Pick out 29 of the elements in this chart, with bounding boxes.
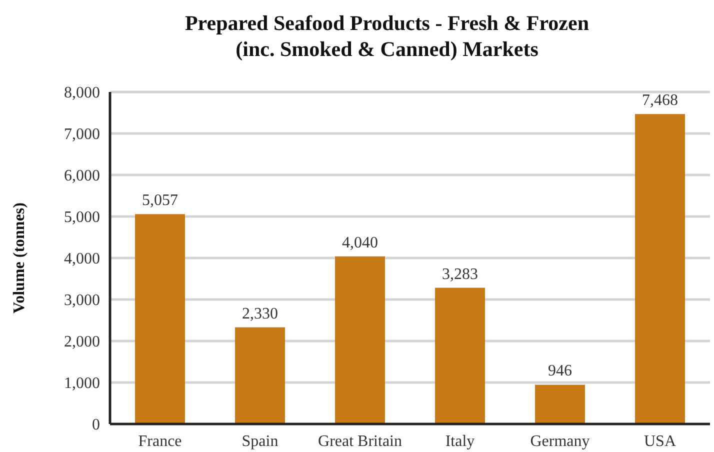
bar: [335, 256, 385, 424]
chart-title: Prepared Seafood Products - Fresh & Frozen (inc. Smoked & Canned) Markets: [184, 11, 590, 61]
x-tick-label: France: [138, 433, 182, 450]
bar: [135, 214, 185, 424]
y-tick-label: 6,000: [64, 168, 100, 185]
y-tick-label: 5,000: [64, 209, 100, 226]
y-tick-label: 4,000: [64, 250, 100, 268]
y-tick-label: 3,000: [64, 292, 100, 310]
y-tick-label: 8,000: [64, 84, 100, 102]
x-tick-label: Italy: [445, 433, 475, 450]
y-tick-label: 1,000: [64, 375, 100, 392]
y-axis-title: Volume (tonnes): [11, 202, 28, 314]
x-tick-label: Spain: [242, 433, 278, 450]
data-label: 946: [548, 362, 572, 380]
x-tick-label: Germany: [530, 433, 590, 450]
y-tick-label: 0: [92, 416, 100, 434]
x-tick-label: Great Britain: [318, 433, 402, 450]
x-tick-label: USA: [644, 433, 676, 450]
bar: [235, 327, 285, 424]
data-label: 4,040: [342, 234, 378, 252]
data-label: 3,283: [442, 266, 478, 283]
bar: [635, 114, 685, 424]
bar: [435, 288, 485, 424]
y-tick-label: 2,000: [64, 334, 100, 351]
data-label: 5,057: [142, 192, 178, 210]
data-label: 2,330: [242, 305, 278, 322]
bar: [535, 384, 585, 424]
y-tick-label: 7,000: [64, 126, 100, 144]
data-label: 7,468: [642, 92, 678, 110]
